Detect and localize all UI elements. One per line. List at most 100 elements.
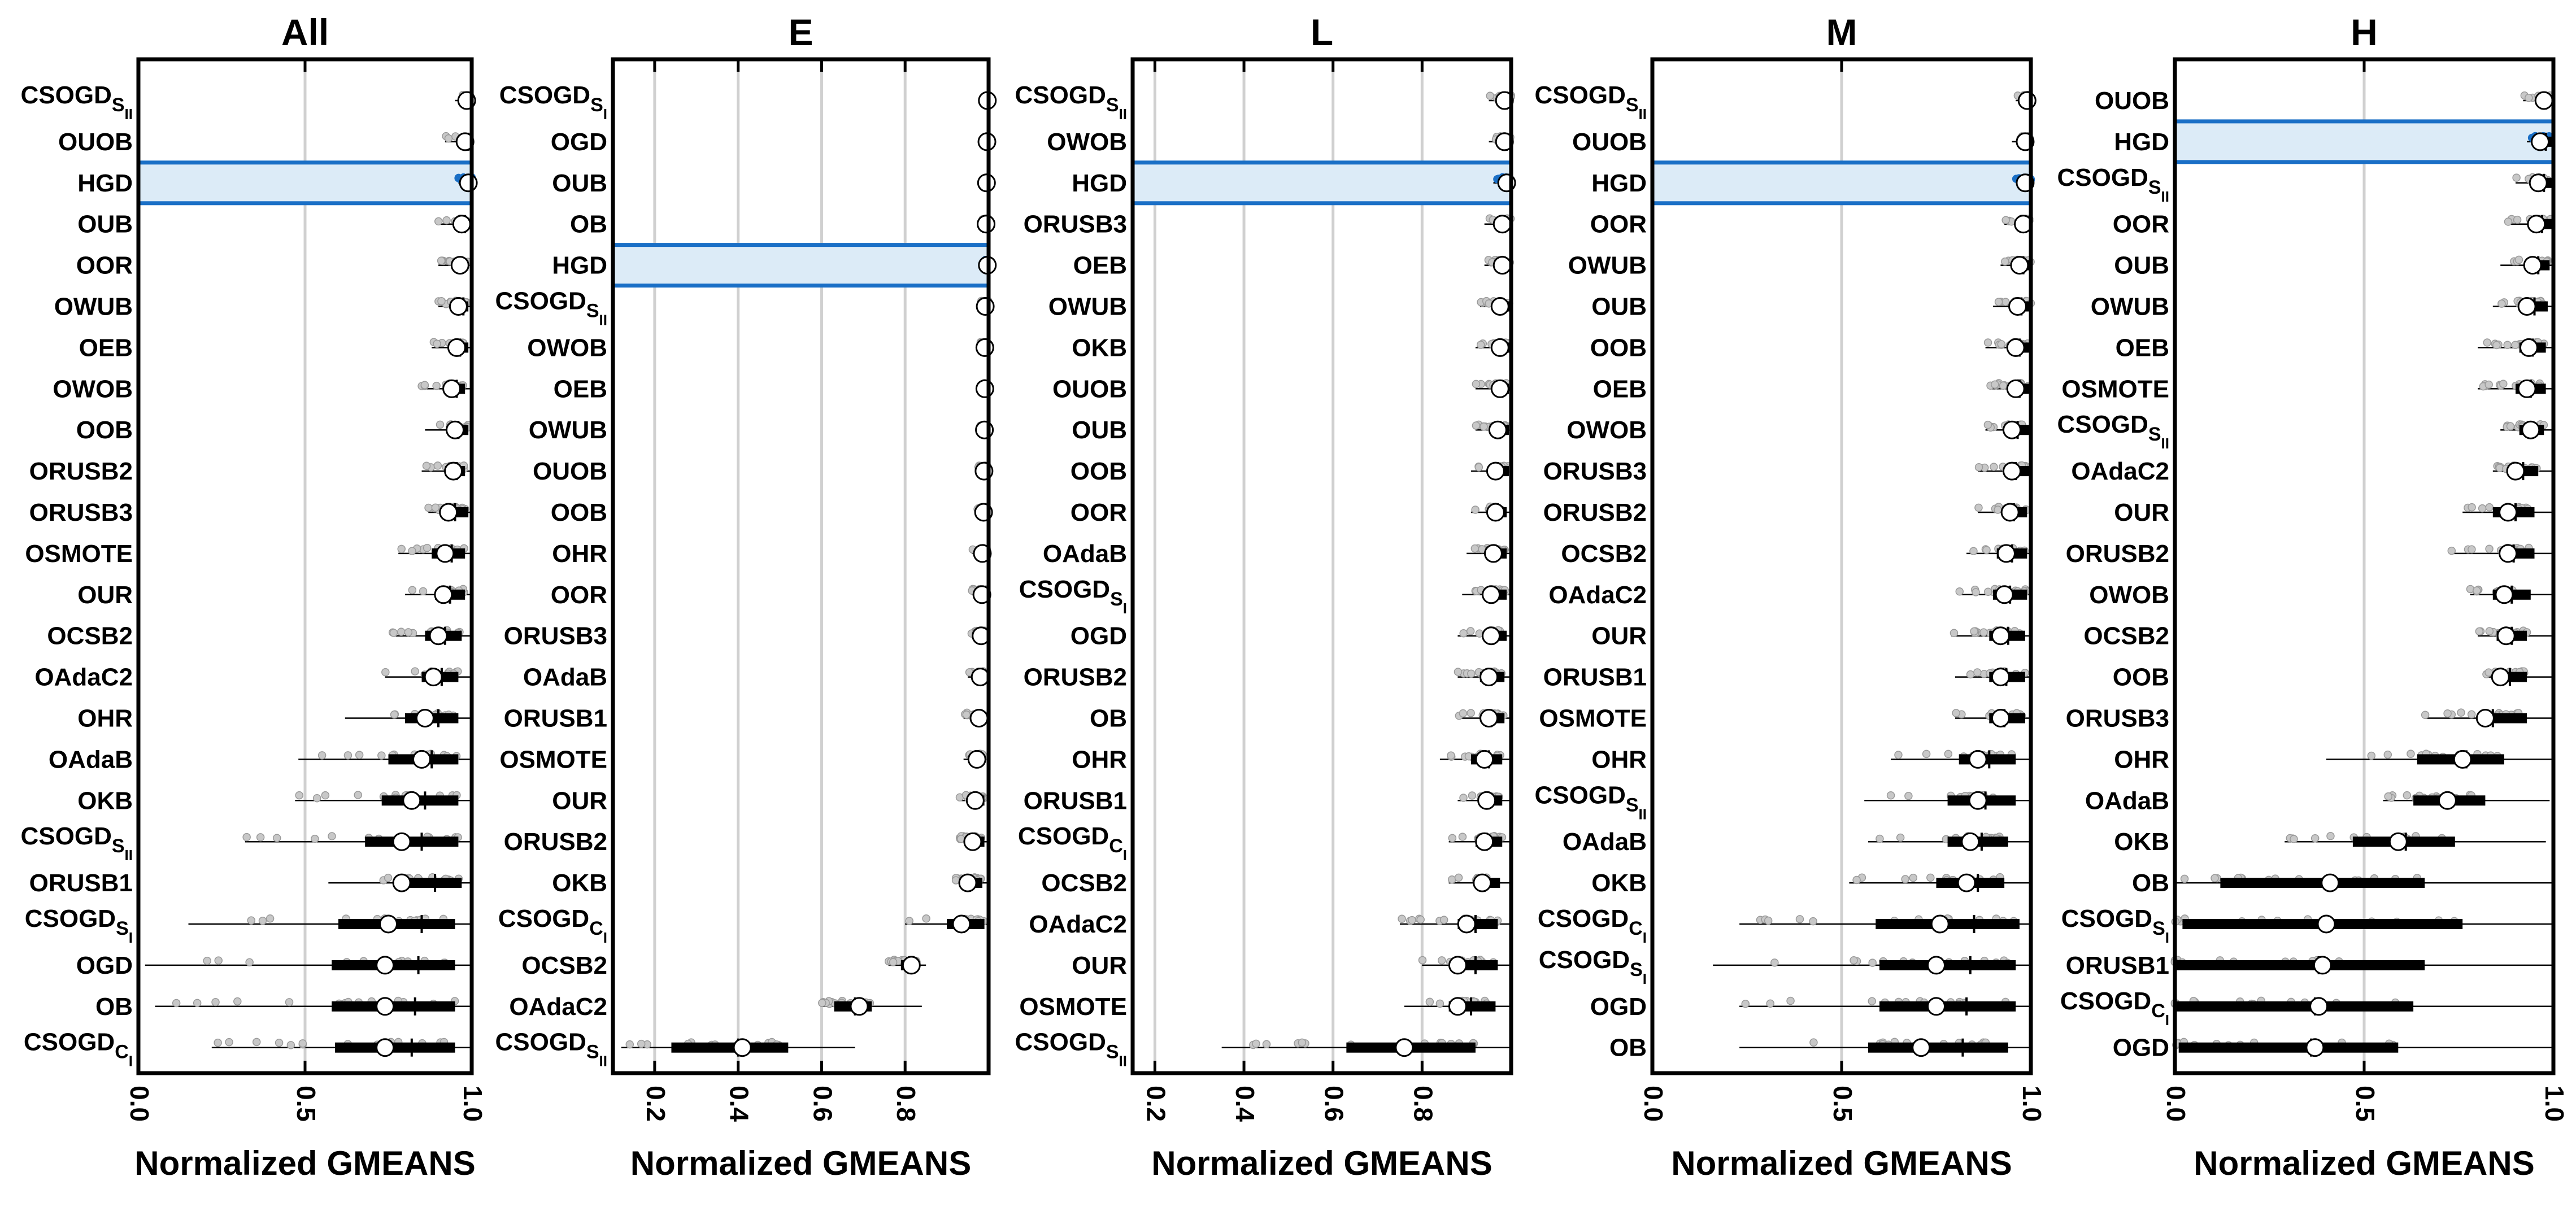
mean-marker	[969, 709, 989, 727]
data-point	[397, 544, 406, 554]
x-axis-label: Normalized GMEANS	[630, 1144, 971, 1182]
mean-marker	[1492, 215, 1512, 234]
highlight-band	[136, 160, 474, 206]
data-point	[1448, 834, 1457, 843]
category-label: OWUB	[529, 416, 607, 444]
category-label: OEB	[2116, 334, 2169, 361]
mean-marker	[1991, 709, 2010, 727]
box-row: CSOGDCI	[24, 1029, 472, 1070]
category-label: OB	[1609, 1034, 1647, 1062]
box-row: CSOGDSI	[499, 81, 997, 123]
mean-marker	[2499, 544, 2518, 563]
box-row: OOB	[551, 499, 993, 526]
category-label: OHR	[77, 705, 133, 733]
data-point	[1974, 463, 1983, 472]
data-point	[1447, 875, 1456, 884]
mean-marker	[1457, 914, 1476, 934]
data-point	[1979, 628, 1988, 637]
mean-marker	[1482, 585, 1501, 604]
category-label: CSOGDSII	[1535, 81, 1647, 123]
mean-marker	[2517, 297, 2536, 316]
mean-marker	[376, 1038, 395, 1057]
data-point	[1466, 627, 1475, 635]
data-point	[1991, 380, 1999, 389]
box-row: OAdaB	[523, 664, 990, 691]
data-point	[214, 1038, 222, 1047]
data-point	[1486, 91, 1495, 100]
box-row: OEB	[554, 375, 994, 403]
box-row: ORUSB3	[1543, 457, 2031, 485]
category-label: OWUB	[1568, 252, 1647, 280]
category-label: ORUSB3	[1024, 211, 1127, 238]
category-label: ORUSB3	[504, 622, 607, 650]
category-label: OGD	[2113, 1034, 2169, 1062]
iqr-bar	[1879, 1001, 2016, 1012]
data-point	[1459, 794, 1468, 802]
mean-marker	[1480, 709, 1499, 727]
highlight-band	[2173, 119, 2556, 164]
box-row: OKB	[2114, 828, 2546, 856]
mean-marker	[1968, 791, 1987, 810]
data-point	[437, 297, 446, 306]
box-row: CSOGDSI	[1539, 946, 2031, 987]
data-point	[1468, 791, 1477, 800]
data-point	[1973, 668, 1982, 677]
category-label: OUB	[2114, 252, 2169, 280]
box-row: ORUSB1	[504, 705, 989, 733]
box-row: OUR	[2114, 499, 2553, 526]
data-point	[922, 914, 930, 923]
mean-marker	[2534, 91, 2553, 110]
box-row: ORUSB3	[504, 622, 991, 650]
box-row: OWOB	[1047, 128, 1515, 156]
box-row: CSOGDCI	[1538, 905, 2031, 946]
box-row: ORUSB3	[1024, 211, 1515, 238]
x-axis-label: Normalized GMEANS	[1671, 1144, 2012, 1182]
data-point	[1909, 873, 1917, 882]
mean-marker	[975, 338, 994, 357]
category-label: OCSB2	[47, 622, 133, 650]
data-point	[317, 751, 327, 760]
category-label: CSOGDCI	[24, 1029, 133, 1070]
data-point	[286, 1041, 295, 1049]
box-row: OOB	[76, 416, 472, 444]
data-point	[1766, 999, 1775, 1008]
data-point	[1972, 588, 1980, 596]
box-row: CSOGDSII	[21, 81, 476, 123]
mean-marker	[971, 668, 990, 687]
data-point	[266, 914, 275, 923]
mean-marker	[2521, 420, 2540, 439]
box-row: OKB	[77, 787, 472, 814]
category-label: CSOGDSII	[1015, 81, 1128, 123]
iqr-bar	[365, 836, 459, 847]
box-row: OWUB	[529, 416, 994, 444]
box-row: OUR	[1591, 622, 2031, 650]
iqr-bar	[1879, 960, 2016, 970]
category-label: OOB	[1071, 457, 1127, 485]
mean-marker	[1490, 297, 1509, 316]
category-label: CSOGDSII	[2057, 411, 2170, 452]
category-label: HGD	[77, 169, 133, 197]
box-row: CSOGDSI	[1019, 576, 1511, 617]
box-row: CSOGDSII	[1535, 81, 2037, 123]
tick-label: 0.4	[1230, 1086, 1260, 1122]
box-row: OOR	[2113, 211, 2555, 238]
data-point	[298, 1039, 307, 1048]
box-row: OOB	[1590, 334, 2032, 361]
data-point	[193, 999, 202, 1008]
category-label: ORUSB2	[1024, 664, 1127, 691]
mean-marker	[436, 544, 455, 563]
category-label: CSOGDCI	[1538, 905, 1647, 946]
data-point	[384, 873, 393, 882]
data-point	[203, 956, 211, 965]
category-label: OWUB	[54, 293, 133, 321]
data-point	[2506, 422, 2515, 430]
mean-marker	[1930, 914, 1950, 934]
data-point	[1795, 915, 1804, 923]
category-label: OAdaC2	[1548, 581, 1647, 609]
category-label: OCSB2	[521, 952, 607, 979]
box-row: CSOGDSII	[1535, 781, 2031, 822]
box-row: ORUSB2	[29, 457, 472, 485]
mean-marker	[1961, 832, 1980, 851]
mean-marker	[376, 997, 395, 1016]
category-label: CSOGDSII	[21, 81, 133, 123]
